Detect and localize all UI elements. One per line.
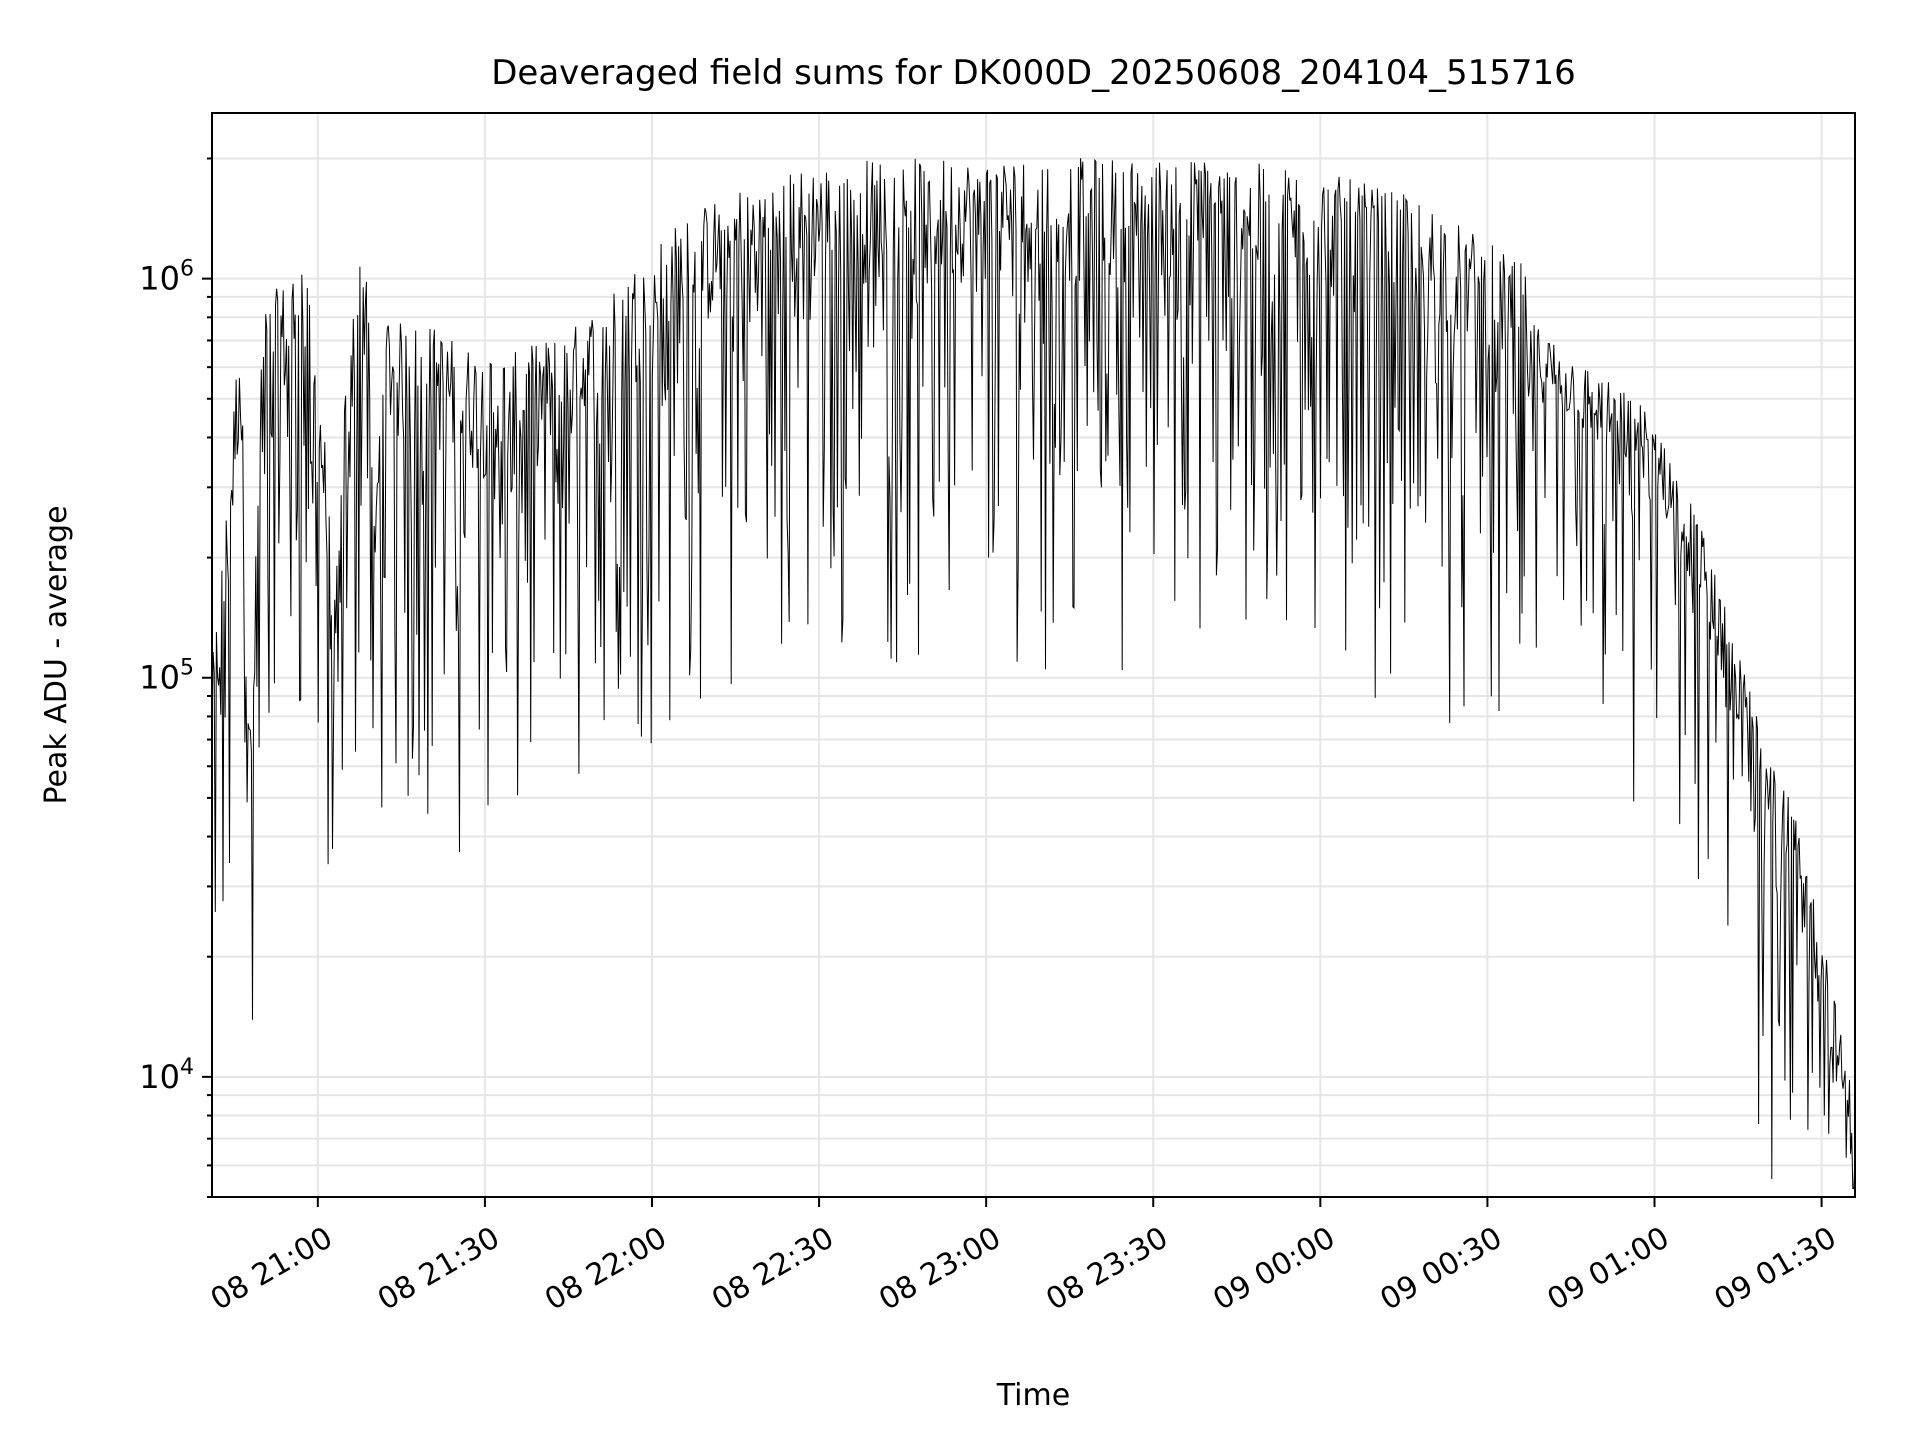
plot-area: [211, 158, 1856, 1189]
y-tick-label: 104: [139, 1055, 194, 1096]
x-axis-label: Time: [996, 1378, 1070, 1413]
y-tick-base: 10: [139, 1058, 180, 1096]
y-tick-label: 106: [139, 257, 194, 298]
chart-title: Deaveraged field sums for DK000D_2025060…: [491, 53, 1576, 93]
y-tick-exponent: 4: [180, 1055, 194, 1080]
y-tick-base: 10: [139, 659, 180, 697]
plot-frame: [211, 112, 1856, 1198]
series-line: [211, 158, 1856, 1189]
y-tick-label: 105: [139, 656, 194, 697]
y-axis-label: Peak ADU - average: [39, 505, 74, 804]
y-tick-base: 10: [139, 260, 180, 298]
grid-layer: [212, 113, 1855, 1198]
y-tick-exponent: 5: [180, 656, 194, 681]
y-tick-exponent: 6: [180, 257, 194, 282]
